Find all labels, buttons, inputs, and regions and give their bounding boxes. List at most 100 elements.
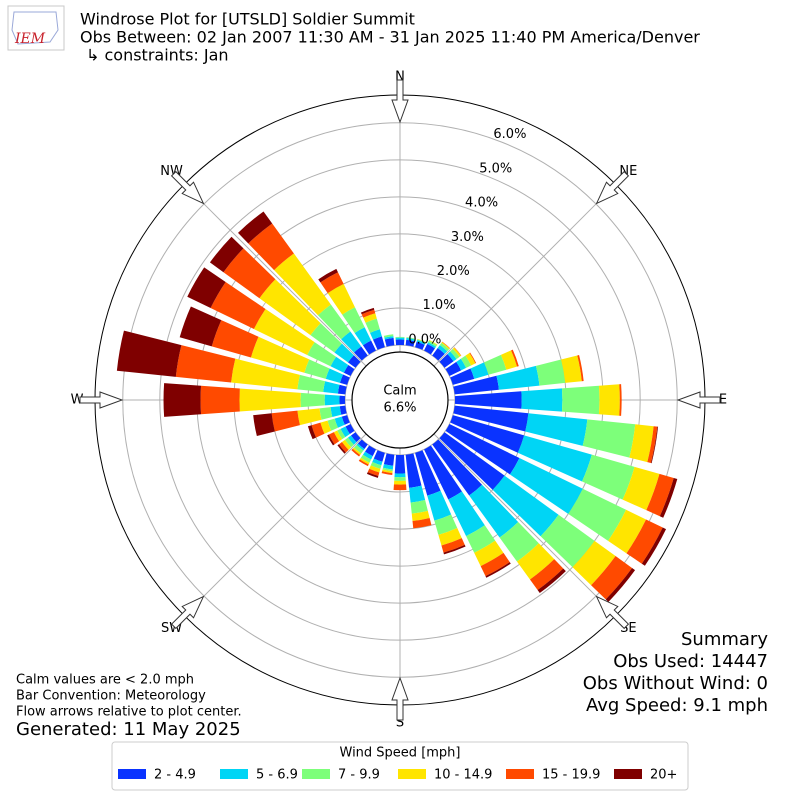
wind-bar-segment	[210, 281, 266, 330]
r-tick-label: 0.0%	[408, 332, 441, 347]
wind-bar-segment	[384, 337, 395, 347]
wind-bar-segment	[304, 359, 330, 379]
wind-bar-segment	[447, 351, 457, 362]
note-line: Bar Convention: Meteorology	[16, 689, 206, 704]
wind-bar-segment	[445, 424, 520, 475]
wind-bar-segment	[394, 473, 406, 478]
wind-bar-segment	[372, 458, 383, 466]
wind-bar-segment	[369, 329, 382, 340]
wind-bar-segment	[341, 439, 352, 450]
wind-bar-segment	[439, 432, 505, 490]
wind-bar-segment	[409, 485, 426, 503]
wind-bar-segment	[163, 383, 202, 417]
flow-arrow	[676, 391, 721, 409]
wind-bar-segment	[445, 361, 462, 376]
wind-bar-segment	[259, 279, 321, 336]
wind-bar-segment	[324, 394, 340, 406]
wind-bar-segment	[517, 435, 592, 482]
summary-line: Summary	[681, 629, 768, 650]
wind-bar-segment	[659, 477, 678, 518]
wind-bar-segment	[572, 540, 616, 586]
wind-bar-segment	[561, 355, 582, 383]
wind-bar-segment	[373, 336, 385, 350]
wind-bar-segment	[629, 424, 654, 463]
wind-bar-segment	[405, 453, 422, 488]
wind-bar-segment	[300, 392, 325, 408]
wind-bar-segment	[239, 388, 301, 412]
wind-bar-segment	[318, 268, 338, 283]
wind-bar-segment	[327, 434, 335, 446]
logo-state	[11, 11, 59, 45]
wind-bar-segment	[365, 445, 376, 457]
wind-bar-segment	[394, 477, 406, 481]
legend-frame	[111, 741, 689, 791]
wind-bar-segment	[307, 342, 337, 367]
wind-bar-segment	[248, 223, 294, 271]
wind-bar-segment	[319, 407, 333, 420]
wind-bar-segment	[466, 525, 496, 553]
wind-bar-segment	[347, 435, 357, 445]
grid-spoke	[399, 399, 617, 617]
wind-bar-segment	[363, 313, 377, 323]
logo-text: IEM	[14, 31, 46, 47]
wind-bar-segment	[328, 432, 340, 445]
note-line: Flow arrows relative to plot center.	[16, 705, 242, 720]
wind-bar-segment	[339, 405, 347, 415]
wind-bar-segment	[200, 385, 240, 415]
flow-arrow	[391, 676, 409, 721]
wind-bar-segment	[577, 355, 584, 382]
compass-label: W	[71, 393, 84, 408]
generated: Generated: 11 May 2025	[16, 719, 241, 740]
wind-bar-segment	[439, 353, 454, 368]
constraints: ↳ constraints: Jan	[86, 46, 229, 65]
wind-bar-segment	[395, 336, 405, 338]
wind-bar-segment	[365, 318, 380, 333]
wind-bar-segment	[568, 488, 627, 541]
wind-bar-segment	[337, 444, 346, 454]
wind-bar-segment	[352, 447, 362, 456]
wind-bar-segment	[340, 426, 350, 438]
wind-bar-segment	[484, 354, 507, 375]
legend-label: 20+	[650, 768, 677, 783]
legend-swatch	[302, 769, 330, 779]
wind-bar-segment	[334, 343, 354, 363]
wind-bar-segment	[441, 538, 465, 553]
wind-bar-segment	[356, 443, 365, 451]
wind-bar-segment	[307, 425, 316, 440]
wind-bar-segment	[310, 323, 342, 353]
wind-bar-segment	[334, 416, 345, 428]
calm-circle	[351, 351, 449, 449]
wind-bar-segment	[350, 432, 361, 443]
wind-bar-segment	[619, 384, 622, 416]
legend-label: 15 - 19.9	[542, 768, 600, 783]
wind-bar-segment	[480, 552, 510, 577]
title: Windrose Plot for [UTSLD] Soldier Summit	[80, 10, 415, 29]
wind-bar-segment	[460, 355, 472, 368]
wind-bar-segment	[427, 342, 437, 349]
wind-bar-segment	[338, 442, 349, 453]
wind-bar-segment	[393, 480, 407, 485]
flow-arrow	[391, 79, 409, 124]
wind-bar-segment	[415, 450, 441, 496]
wind-bar-segment	[411, 510, 430, 522]
compass-label: N	[395, 70, 405, 85]
wind-bar-segment	[395, 337, 405, 340]
wind-bar-segment	[179, 306, 222, 347]
wind-bar-segment	[591, 556, 633, 600]
legend-label: 5 - 6.9	[256, 768, 298, 783]
wind-bar-segment	[211, 320, 259, 358]
wind-bar-segment	[428, 340, 438, 347]
wind-bar-segment	[320, 272, 344, 294]
wind-bar-segment	[339, 395, 346, 405]
wind-bar-segment	[453, 375, 499, 395]
wind-bar-segment	[452, 347, 462, 357]
wind-bar-segment	[496, 365, 540, 390]
wind-bar-segment	[537, 568, 566, 594]
wind-bar-segment	[529, 559, 564, 591]
wind-bar-segment	[367, 468, 380, 477]
wind-bar-segment	[432, 347, 445, 361]
wind-bar-segment	[175, 345, 236, 383]
wind-bar-segment	[499, 521, 539, 562]
